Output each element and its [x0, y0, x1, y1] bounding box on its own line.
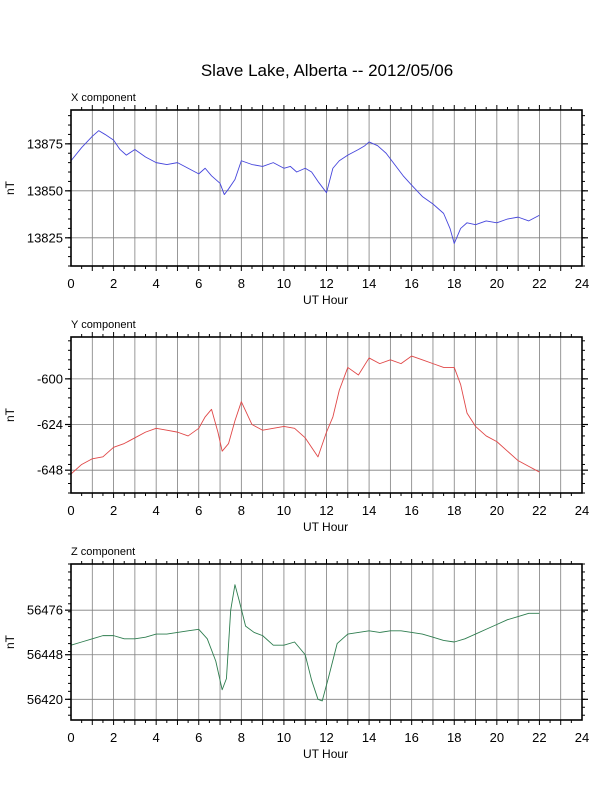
y-component-x-tick-label-2: 2 [110, 503, 117, 518]
y-component-series-line-0 [70, 355, 540, 475]
x-component-x-tick-label-2: 2 [110, 276, 117, 291]
z-component-x-tick-label-4: 4 [153, 730, 160, 745]
y-component-x-tick-label-6: 6 [195, 503, 202, 518]
z-component-x-tick-label-16: 16 [404, 730, 418, 745]
y-component-y-tick-label-600: -600 [37, 371, 63, 386]
z-component-x-tick-label-8: 8 [238, 730, 245, 745]
y-component-x-tick-label-22: 22 [532, 503, 546, 518]
z-component-x-tick-label-6: 6 [195, 730, 202, 745]
x-component-y-tick-label-13875: 13875 [27, 136, 63, 151]
z-component-y-tick-label-56420: 56420 [27, 692, 63, 707]
y-component-x-tick-label-10: 10 [277, 503, 291, 518]
z-component-y-tick-label-56476: 56476 [27, 603, 63, 618]
z-component-series-line-0 [70, 584, 540, 702]
figure-title: Slave Lake, Alberta -- 2012/05/06 [201, 61, 453, 80]
x-component-x-tick-label-10: 10 [277, 276, 291, 291]
x-component-x-tick-label-24: 24 [575, 276, 589, 291]
x-component-x-tick-label-12: 12 [319, 276, 333, 291]
z-component-xlabel: UT Hour [303, 747, 348, 761]
x-component-x-tick-label-22: 22 [532, 276, 546, 291]
y-component-x-tick-label-18: 18 [447, 503, 461, 518]
z-component-x-tick-label-2: 2 [110, 730, 117, 745]
x-component-x-tick-label-16: 16 [404, 276, 418, 291]
y-component-title: Y component [71, 319, 136, 331]
x-component-x-tick-label-4: 4 [153, 276, 160, 291]
y-component-y-tick-label-624: -624 [37, 417, 63, 432]
y-component-x-tick-label-24: 24 [575, 503, 589, 518]
z-component-x-tick-label-14: 14 [362, 730, 376, 745]
z-component-ylabel: nT [3, 634, 17, 649]
z-component-x-tick-label-24: 24 [575, 730, 589, 745]
y-component-x-tick-label-14: 14 [362, 503, 376, 518]
y-component-x-tick-label-0: 0 [67, 503, 74, 518]
x-component-x-tick-label-20: 20 [490, 276, 504, 291]
x-component-series-line-0 [70, 130, 540, 244]
z-component-y-tick-label-56448: 56448 [27, 647, 63, 662]
x-component-ylabel: nT [3, 180, 17, 195]
x-component-title: X component [71, 92, 136, 104]
x-component-x-tick-label-0: 0 [67, 276, 74, 291]
y-component-y-tick-label-648: -648 [37, 463, 63, 478]
z-component-x-tick-label-20: 20 [490, 730, 504, 745]
y-component-x-tick-label-16: 16 [404, 503, 418, 518]
z-component-x-tick-label-22: 22 [532, 730, 546, 745]
z-component-title: Z component [71, 546, 135, 558]
y-component-x-tick-label-4: 4 [153, 503, 160, 518]
y-component-x-tick-label-20: 20 [490, 503, 504, 518]
x-component-y-tick-label-13850: 13850 [27, 183, 63, 198]
x-component-xlabel: UT Hour [303, 293, 348, 307]
y-component-x-tick-label-12: 12 [319, 503, 333, 518]
z-component-x-tick-label-0: 0 [67, 730, 74, 745]
z-component-x-tick-label-18: 18 [447, 730, 461, 745]
y-component-xlabel: UT Hour [303, 520, 348, 534]
x-component-x-tick-label-6: 6 [195, 276, 202, 291]
x-component-y-tick-label-13825: 13825 [27, 230, 63, 245]
x-component-x-tick-label-14: 14 [362, 276, 376, 291]
z-component-x-tick-label-12: 12 [319, 730, 333, 745]
x-component-x-tick-label-8: 8 [238, 276, 245, 291]
y-component-ylabel: nT [3, 407, 17, 422]
y-component-x-tick-label-8: 8 [238, 503, 245, 518]
z-component-x-tick-label-10: 10 [277, 730, 291, 745]
x-component-x-tick-label-18: 18 [447, 276, 461, 291]
